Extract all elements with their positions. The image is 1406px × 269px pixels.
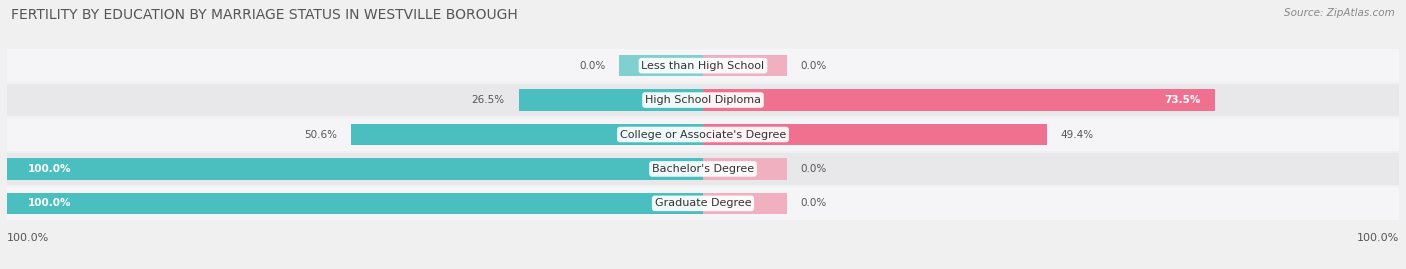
Text: 0.0%: 0.0% xyxy=(579,61,606,71)
Text: 26.5%: 26.5% xyxy=(471,95,505,105)
Text: 49.4%: 49.4% xyxy=(1060,129,1094,140)
Bar xyxy=(519,89,703,111)
Text: 0.0%: 0.0% xyxy=(800,164,827,174)
Text: 50.6%: 50.6% xyxy=(304,129,337,140)
Text: Graduate Degree: Graduate Degree xyxy=(655,198,751,208)
Text: Less than High School: Less than High School xyxy=(641,61,765,71)
Bar xyxy=(7,84,1399,116)
Bar xyxy=(703,55,786,76)
Bar xyxy=(703,193,786,214)
Bar xyxy=(352,124,703,145)
Text: College or Associate's Degree: College or Associate's Degree xyxy=(620,129,786,140)
Bar xyxy=(7,153,1399,185)
Bar xyxy=(703,124,1047,145)
Bar xyxy=(703,158,786,180)
Text: 0.0%: 0.0% xyxy=(800,61,827,71)
Text: 100.0%: 100.0% xyxy=(7,233,49,243)
Text: 100.0%: 100.0% xyxy=(1357,233,1399,243)
Legend: Married, Unmarried: Married, Unmarried xyxy=(619,264,787,269)
Text: FERTILITY BY EDUCATION BY MARRIAGE STATUS IN WESTVILLE BOROUGH: FERTILITY BY EDUCATION BY MARRIAGE STATU… xyxy=(11,8,517,22)
Bar xyxy=(620,55,703,76)
Text: Bachelor's Degree: Bachelor's Degree xyxy=(652,164,754,174)
Text: 0.0%: 0.0% xyxy=(800,198,827,208)
Bar xyxy=(7,187,1399,220)
Bar xyxy=(7,118,1399,151)
Text: Source: ZipAtlas.com: Source: ZipAtlas.com xyxy=(1284,8,1395,18)
Bar xyxy=(7,158,703,180)
Bar xyxy=(703,89,1215,111)
Text: 100.0%: 100.0% xyxy=(28,198,72,208)
Bar xyxy=(7,49,1399,82)
Bar xyxy=(7,193,703,214)
Text: 73.5%: 73.5% xyxy=(1164,95,1201,105)
Text: 100.0%: 100.0% xyxy=(28,164,72,174)
Text: High School Diploma: High School Diploma xyxy=(645,95,761,105)
